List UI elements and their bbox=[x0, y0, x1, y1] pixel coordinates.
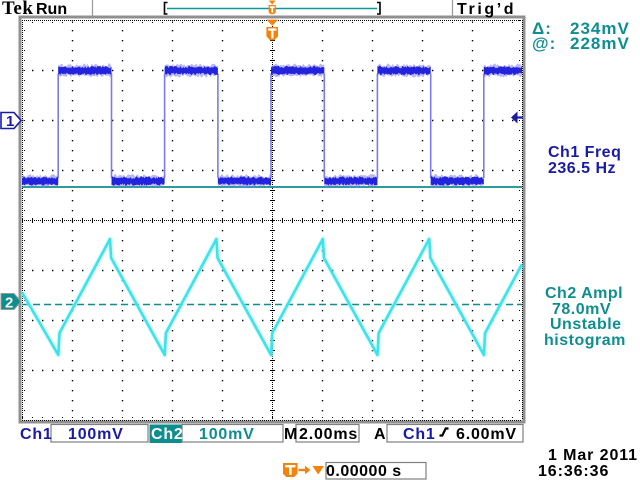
svg-text:Ch2 Ampl: Ch2 Ampl bbox=[545, 285, 623, 302]
svg-text:Ch1 Freq: Ch1 Freq bbox=[548, 144, 621, 161]
svg-text:16:36:36: 16:36:36 bbox=[538, 463, 609, 480]
svg-text:@:: @: bbox=[532, 34, 556, 53]
svg-text:Ch1: Ch1 bbox=[403, 426, 436, 443]
svg-text:Trig’d: Trig’d bbox=[457, 1, 516, 18]
svg-text:236.5 Hz: 236.5 Hz bbox=[548, 160, 616, 177]
svg-text:Δ:: Δ: bbox=[532, 19, 552, 38]
svg-text:2: 2 bbox=[5, 295, 13, 312]
svg-text:1 Mar 2011: 1 Mar 2011 bbox=[548, 447, 638, 464]
svg-text:6.00mV: 6.00mV bbox=[456, 426, 517, 443]
svg-text:0.00000 s: 0.00000 s bbox=[326, 463, 402, 480]
svg-text:228mV: 228mV bbox=[570, 34, 630, 53]
svg-text:M: M bbox=[284, 426, 298, 443]
svg-text:Tek: Tek bbox=[2, 0, 33, 19]
svg-text:Run: Run bbox=[36, 1, 67, 18]
svg-text:2.00ms: 2.00ms bbox=[299, 426, 358, 443]
svg-text:Ch2: Ch2 bbox=[151, 426, 184, 443]
svg-text:A: A bbox=[374, 426, 386, 443]
svg-text:Unstable: Unstable bbox=[550, 316, 622, 333]
svg-text:histogram: histogram bbox=[544, 332, 626, 349]
svg-text:100mV: 100mV bbox=[68, 426, 124, 443]
svg-text:234mV: 234mV bbox=[570, 19, 630, 38]
svg-text:100mV: 100mV bbox=[199, 426, 255, 443]
svg-text:Ch1: Ch1 bbox=[20, 426, 53, 443]
svg-text:78.0mV: 78.0mV bbox=[552, 301, 611, 318]
svg-text:1: 1 bbox=[6, 113, 14, 130]
